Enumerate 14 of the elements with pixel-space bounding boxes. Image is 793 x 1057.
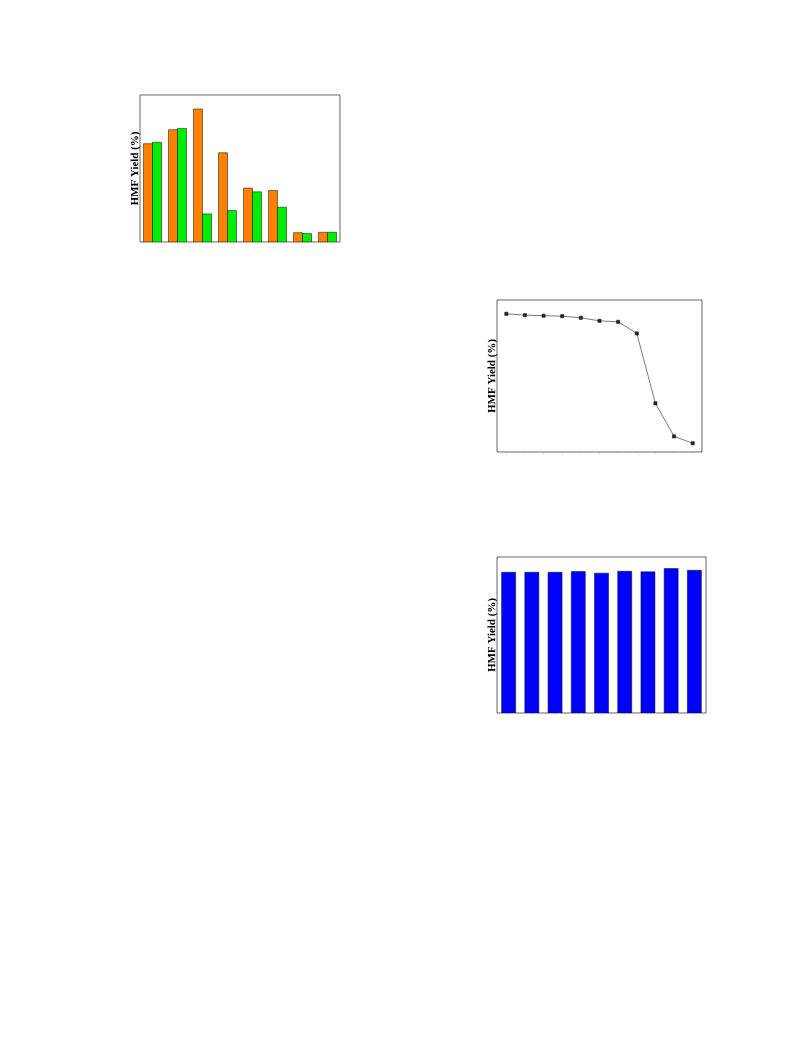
point xyxy=(690,441,695,446)
point xyxy=(541,313,546,318)
point xyxy=(560,314,565,319)
point xyxy=(504,311,509,316)
point xyxy=(672,434,676,439)
point xyxy=(653,401,658,406)
point xyxy=(616,319,621,324)
point xyxy=(634,331,639,336)
y-axis-title: HMF Yield (%) xyxy=(487,598,498,672)
point xyxy=(523,313,527,318)
y-axis-title: HMF Yield (%) xyxy=(130,132,141,206)
point xyxy=(597,318,602,323)
point xyxy=(578,315,583,320)
y-axis-title: HMF Yield (%) xyxy=(487,339,498,413)
